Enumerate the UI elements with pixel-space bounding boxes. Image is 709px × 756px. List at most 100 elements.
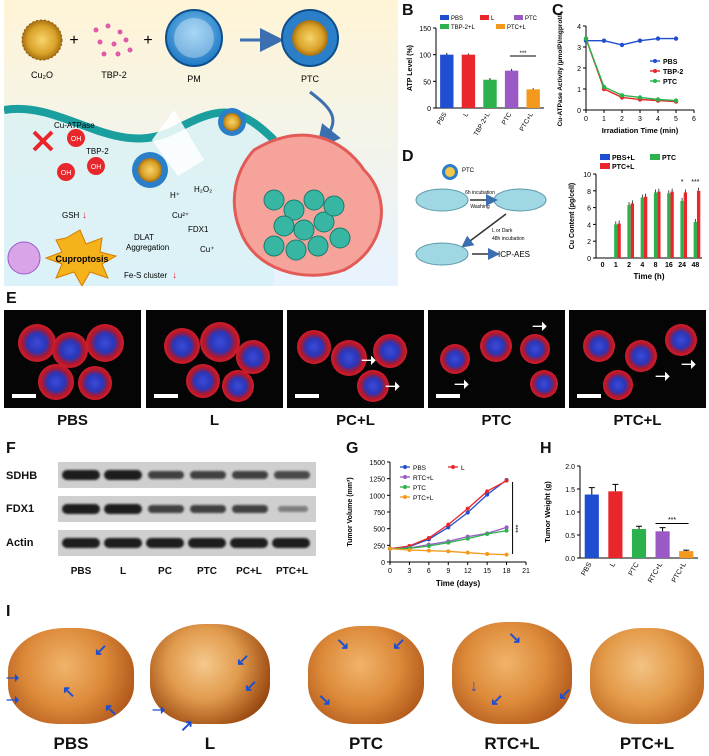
label-cu2: Cu²⁺ xyxy=(172,211,189,220)
ros-label-1: OH xyxy=(71,136,82,143)
legend-label: PTC+L xyxy=(507,25,527,31)
ros-label-3: OH xyxy=(61,170,72,177)
y-tick-label: 150 xyxy=(419,26,431,33)
x-tick-label: TBP-2+L xyxy=(473,111,492,137)
micrograph-label-ptc-l: PTC+L xyxy=(613,412,662,429)
x-tick-label: PTC xyxy=(501,111,514,126)
cu2o-nanoparticle xyxy=(21,19,63,61)
y-tick-label: 0.0 xyxy=(565,556,575,563)
x-tick-label: 2 xyxy=(620,116,624,123)
blot-row-label-sdhb: SDHB xyxy=(6,470,38,482)
scale-bar xyxy=(12,394,36,398)
data-point xyxy=(426,544,431,548)
bar-PTC+L xyxy=(526,89,540,108)
chart-h-tumor-weight: 0.0 0.5 1.0 1.5 2.0 Tumor Weight (g) PBS L PTC RT… xyxy=(543,464,698,584)
bar-PTC xyxy=(627,205,631,258)
legend-label: PBS xyxy=(451,16,463,22)
label-dlat: DLAT xyxy=(134,233,154,242)
lung-photo-ptc xyxy=(308,626,424,724)
sig-label: *** xyxy=(691,179,699,186)
blot-lane-pbs: PBS xyxy=(70,566,92,577)
legend-swatch xyxy=(514,15,523,20)
plus-sign-1: + xyxy=(69,32,78,49)
cu-atpase-blocked-icon xyxy=(32,130,54,152)
legend-swatch xyxy=(440,24,449,29)
blot-lane-l: L xyxy=(119,566,127,577)
legend-label: PTC xyxy=(663,79,677,86)
d-label-light: L or Dark xyxy=(492,228,513,234)
lung-photo-l xyxy=(150,624,270,724)
x-tick-label: 0 xyxy=(584,116,588,123)
y-tick-label: 100 xyxy=(419,53,431,60)
y-axis-label: ATP Level (%) xyxy=(407,45,414,91)
bar-TBP-2+L xyxy=(483,79,497,108)
x-axis-label: Time (days) xyxy=(436,579,481,588)
blot-lane-pc-l: PC+L xyxy=(236,566,262,577)
lung-label-l: L xyxy=(204,734,216,753)
micrograph-label-pc-l: PC+L xyxy=(336,412,375,429)
y-tick-label: 10 xyxy=(583,172,591,179)
y-tick-label: 2 xyxy=(587,239,591,246)
sig-label: *** xyxy=(668,517,676,524)
bar-PBS xyxy=(584,494,599,558)
legend-marker xyxy=(653,69,657,73)
data-point xyxy=(446,540,451,545)
y-tick-label: 1500 xyxy=(369,460,385,467)
lung-label-rtc-l: RTC+L xyxy=(484,734,540,753)
data-point xyxy=(504,478,509,483)
ptc-nanoparticle xyxy=(281,9,339,67)
data-point xyxy=(655,36,661,41)
y-tick-label: 0 xyxy=(577,108,581,115)
bar-PTC+L xyxy=(643,196,648,258)
bar-PTC+L xyxy=(630,203,635,258)
x-tick-label: 8 xyxy=(654,262,658,269)
bar-PTC+L xyxy=(670,191,674,258)
x-tick-label: 3 xyxy=(407,568,411,575)
data-point xyxy=(619,93,625,98)
d-label-incubation2: 48h incubation xyxy=(492,236,525,242)
y-tick-label: 3 xyxy=(577,45,581,52)
label-fes: Fe-S cluster xyxy=(124,271,167,280)
x-tick-label: PTC xyxy=(628,562,641,578)
data-point xyxy=(673,36,679,41)
data-point xyxy=(504,525,509,530)
label-aggregation: Aggregation xyxy=(126,243,169,252)
data-point xyxy=(446,549,451,554)
d-label-icp: ICP-AES xyxy=(498,250,530,259)
scale-bar xyxy=(436,394,460,398)
x-tick-label: 4 xyxy=(656,116,660,123)
ros-label-2: OH xyxy=(91,164,102,171)
micrograph-l xyxy=(146,310,283,408)
x-tick-label: 0 xyxy=(388,568,392,575)
x-tick-label: L xyxy=(609,561,617,568)
series-line-RTC+L xyxy=(389,526,507,550)
data-point xyxy=(485,489,490,494)
series-line-PTC xyxy=(585,38,677,102)
legend-swatch xyxy=(440,15,449,20)
data-point xyxy=(485,532,490,536)
bar-RTC+L xyxy=(655,531,670,558)
light-arrow xyxy=(461,213,507,248)
panel-label-i: I xyxy=(6,603,11,620)
legend-marker xyxy=(403,485,407,489)
data-point xyxy=(426,548,431,553)
bar-PBS xyxy=(440,54,454,108)
x-tick-label: RTC+L xyxy=(647,561,664,584)
y-axis-label: Tumor Weight (g) xyxy=(543,481,552,543)
label-tbp2: TBP-2 xyxy=(101,70,127,80)
legend-label: PTC+L xyxy=(413,495,434,502)
legend-swatch xyxy=(480,15,489,20)
bar-PTC xyxy=(667,193,671,258)
data-point xyxy=(601,84,607,90)
scale-bar xyxy=(295,394,319,398)
bar-PTC+L xyxy=(683,192,688,258)
blot-lane-pc: PC xyxy=(158,566,172,577)
bar-PTC xyxy=(614,224,618,258)
legend-marker xyxy=(451,465,455,469)
legend-label: TBP-2 xyxy=(663,69,683,76)
data-point xyxy=(465,550,470,555)
panel-a-schematic: Cu₂O + TBP-2 + PM PTC Cu-ATPase OH OH OH… xyxy=(4,0,398,286)
legend-marker xyxy=(403,475,407,479)
y-tick-label: 1.5 xyxy=(565,487,575,494)
lung-label-ptc: PTC xyxy=(349,734,383,753)
